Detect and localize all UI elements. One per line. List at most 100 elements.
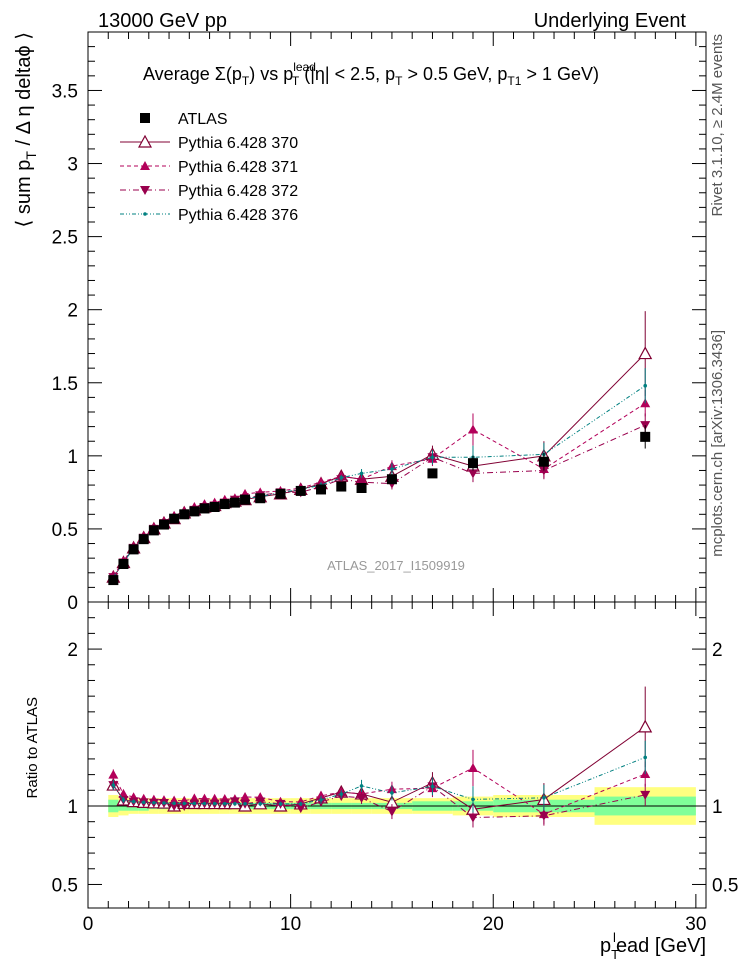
top-y-tick-label: 0 [67, 593, 78, 614]
legend-marker-pythia-6-428-370 [137, 134, 153, 148]
ratio-point-pythia-6-428-376 [339, 792, 344, 796]
ratio-point-pythia-6-428-376 [131, 799, 136, 804]
point-pythia-6-428-376 [430, 455, 435, 460]
ratio-point-pythia-6-428-376 [278, 802, 283, 806]
ratio-point-pythia-6-428-370 [638, 719, 653, 733]
ratio-point-pythia-6-428-371 [467, 763, 478, 773]
point-atlas [138, 534, 149, 545]
point-atlas [199, 503, 210, 514]
bottom-y-tick-label-right: 1 [712, 797, 723, 818]
legend-marker-pythia-6-428-376 [143, 212, 147, 216]
ratio-point-pythia-6-428-376 [212, 801, 217, 806]
point-atlas [275, 488, 286, 499]
point-pythia-6-428-372 [538, 466, 549, 476]
x-tick-label: 0 [83, 914, 94, 935]
legend-label-pythia-6-428-371: Pythia 6.428 371 [178, 159, 298, 176]
ratio-point-pythia-6-428-371 [240, 792, 251, 802]
x-tick-label: 20 [483, 914, 504, 935]
header-right-label: Underlying Event [534, 10, 687, 32]
ratio-point-pythia-6-428-372 [538, 811, 549, 821]
top-y-tick-label: 2 [67, 301, 78, 322]
x-tick-label: 30 [685, 914, 706, 935]
ratio-point-pythia-6-428-376 [222, 801, 227, 806]
ratio-point-pythia-6-428-372 [356, 793, 367, 803]
bottom-y-tick-label-right: 2 [712, 640, 723, 661]
point-atlas [189, 506, 200, 517]
series-line-pythia-6-428-371 [112, 402, 646, 576]
point-atlas [108, 575, 119, 586]
ratio-point-pythia-6-428-372 [229, 797, 240, 807]
ratio-point-pythia-6-428-376 [111, 783, 116, 787]
point-atlas [386, 474, 397, 485]
point-pythia-6-428-371 [467, 424, 478, 434]
ratio-point-pythia-6-428-376 [243, 801, 247, 806]
ratio-point-pythia-6-428-376 [162, 801, 166, 805]
point-pythia-6-428-372 [356, 478, 367, 488]
series-line-pythia-6-428-376 [112, 385, 646, 578]
rivet-label: Rivet 3.1.10, ≥ 2.4M events [709, 34, 726, 217]
ratio-point-pythia-6-428-376 [390, 791, 394, 795]
ratio-point-pythia-6-428-372 [467, 813, 478, 823]
point-atlas [158, 519, 169, 530]
ratio-point-pythia-6-428-376 [359, 784, 364, 788]
ratio-point-pythia-6-428-376 [182, 801, 187, 806]
legend-label-pythia-6-428-376: Pythia 6.428 376 [178, 207, 298, 224]
legend-marker-pythia-6-428-371 [140, 161, 150, 170]
ratio-point-pythia-6-428-376 [192, 801, 197, 806]
legend-marker-pythia-6-428-372 [140, 186, 150, 195]
top-y-tick-label: 2.5 [52, 228, 78, 249]
point-atlas [128, 544, 139, 555]
mcplots-label: mcplots.cern.ch [arXiv:1306.3436] [709, 330, 726, 557]
ratio-point-pythia-6-428-371 [108, 769, 119, 779]
point-atlas [118, 559, 129, 569]
ratio-point-pythia-6-428-372 [640, 790, 651, 800]
legend-label-pythia-6-428-372: Pythia 6.428 372 [178, 183, 298, 200]
chart-title: Average Σ(pT) vs plead​T (|η| < 2.5, pT … [143, 60, 599, 88]
analysis-tag: ATLAS_2017_I1509919 [327, 558, 465, 573]
ratio-point-pythia-6-428-376 [172, 801, 176, 806]
point-atlas [467, 458, 478, 469]
point-atlas [640, 431, 651, 442]
point-atlas [240, 494, 251, 505]
bottom-y-tick-label-left: 2 [67, 640, 78, 661]
x-tick-label: 10 [280, 914, 301, 935]
ratio-point-pythia-6-428-376 [258, 801, 263, 806]
top-y-tick-label: 1.5 [52, 374, 78, 395]
top-y-tick-label: 3.5 [52, 81, 78, 102]
ratio-point-pythia-6-428-372 [179, 802, 190, 811]
ratio-point-pythia-6-428-372 [169, 802, 180, 811]
point-atlas [169, 513, 180, 524]
ratio-point-pythia-6-428-372 [386, 807, 397, 817]
x-axis-label: pTlead [GeV] [600, 930, 706, 962]
point-atlas [427, 468, 438, 479]
point-atlas [316, 484, 327, 495]
top-y-axis-label: ⟨ sum pT / Δ η deltaϕ ⟩ [13, 32, 39, 227]
top-y-tick-label: 0.5 [52, 520, 78, 541]
point-pythia-6-428-376 [390, 467, 394, 471]
point-pythia-6-428-372 [467, 469, 478, 479]
top-y-tick-label: 3 [67, 155, 78, 176]
bottom-y-tick-label-left: 0.5 [52, 875, 78, 896]
ratio-point-pythia-6-428-376 [319, 798, 323, 802]
bottom-panel-frame [87, 601, 707, 909]
legend-label-atlas: ATLAS [178, 111, 228, 128]
ratio-point-pythia-6-428-376 [430, 784, 435, 789]
point-atlas [148, 525, 159, 536]
point-pythia-6-428-376 [643, 383, 648, 388]
legend-label-pythia-6-428-370: Pythia 6.428 370 [178, 135, 298, 152]
ratio-point-pythia-6-428-376 [141, 800, 146, 805]
header-left-label: 13000 GeV pp [98, 10, 227, 32]
ratio-point-pythia-6-428-376 [233, 801, 237, 806]
point-atlas [209, 502, 220, 512]
bottom-y-tick-label-right: 0.5 [712, 875, 738, 896]
point-pythia-6-428-376 [359, 471, 364, 476]
point-pythia-6-428-370 [638, 346, 653, 360]
point-atlas [356, 483, 367, 493]
ratio-point-pythia-6-428-376 [542, 796, 546, 800]
ratio-point-pythia-6-428-372 [295, 804, 306, 814]
bottom-y-tick-label-left: 1 [67, 797, 78, 818]
ratio-point-pythia-6-428-376 [121, 798, 126, 802]
point-atlas [179, 509, 190, 520]
ratio-point-pythia-6-428-376 [202, 801, 207, 806]
